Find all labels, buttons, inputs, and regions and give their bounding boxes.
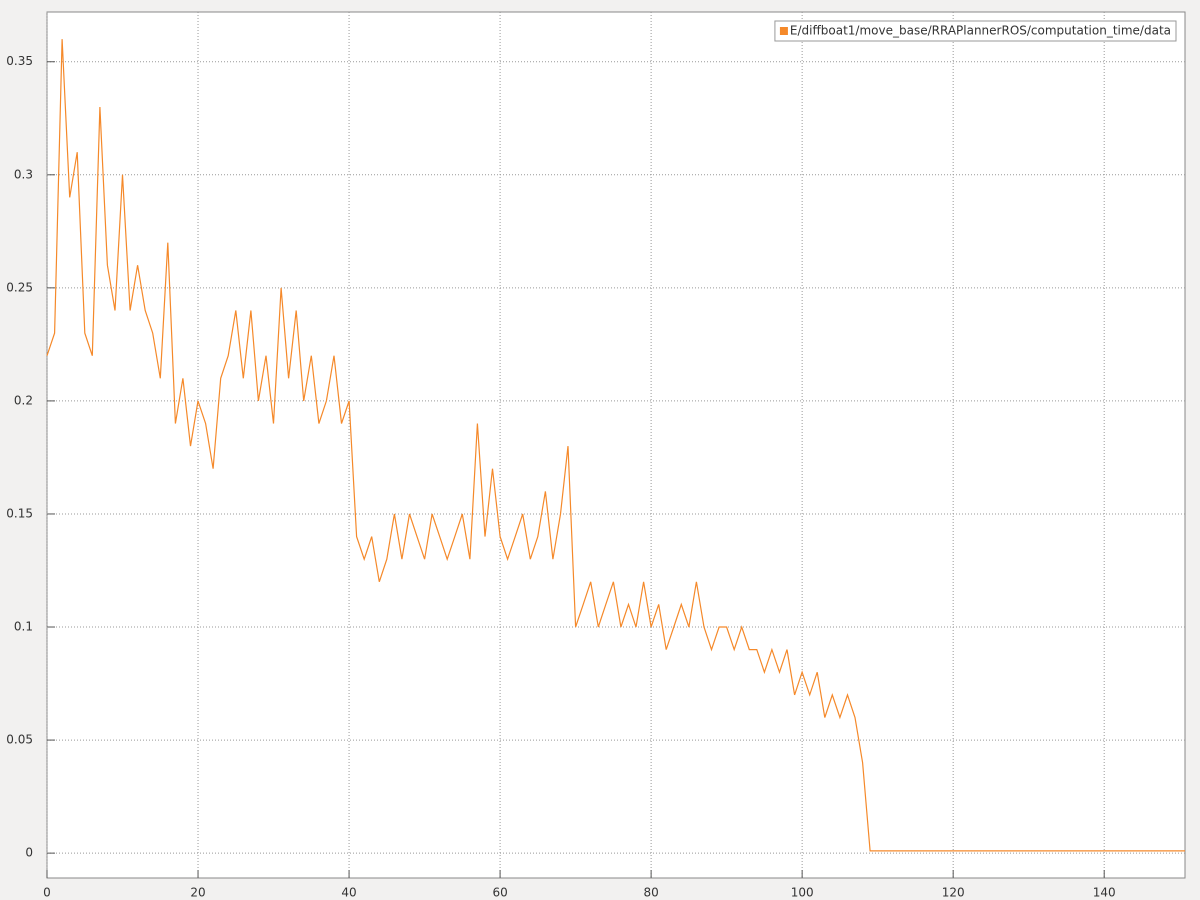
x-tick-label: 20 [190,886,205,900]
x-tick-label: 80 [643,886,658,900]
plot-area [46,11,1186,879]
x-tick-label: 120 [942,886,965,900]
legend-label: E/diffboat1/move_base/RRAPlannerROS/comp… [790,24,1171,38]
y-tick-label: 0.05 [6,733,33,747]
x-tick-label: 40 [341,886,356,900]
y-tick-label: 0 [25,846,33,860]
y-tick-label: 0.3 [14,167,33,181]
legend-swatch [779,27,788,35]
y-tick-label: 0.35 [6,54,33,68]
y-tick-label: 0.1 [14,620,33,634]
y-tick-label: 0.15 [6,506,33,520]
x-tick-label: 140 [1093,886,1116,900]
data-line [46,39,1185,852]
y-tick-label: 0.2 [14,393,33,407]
x-tick-label: 0 [43,886,51,900]
x-tick-label: 60 [492,886,507,900]
y-tick-label: 0.25 [6,280,33,294]
legend-box [774,20,1177,42]
x-tick-label: 100 [791,886,814,900]
